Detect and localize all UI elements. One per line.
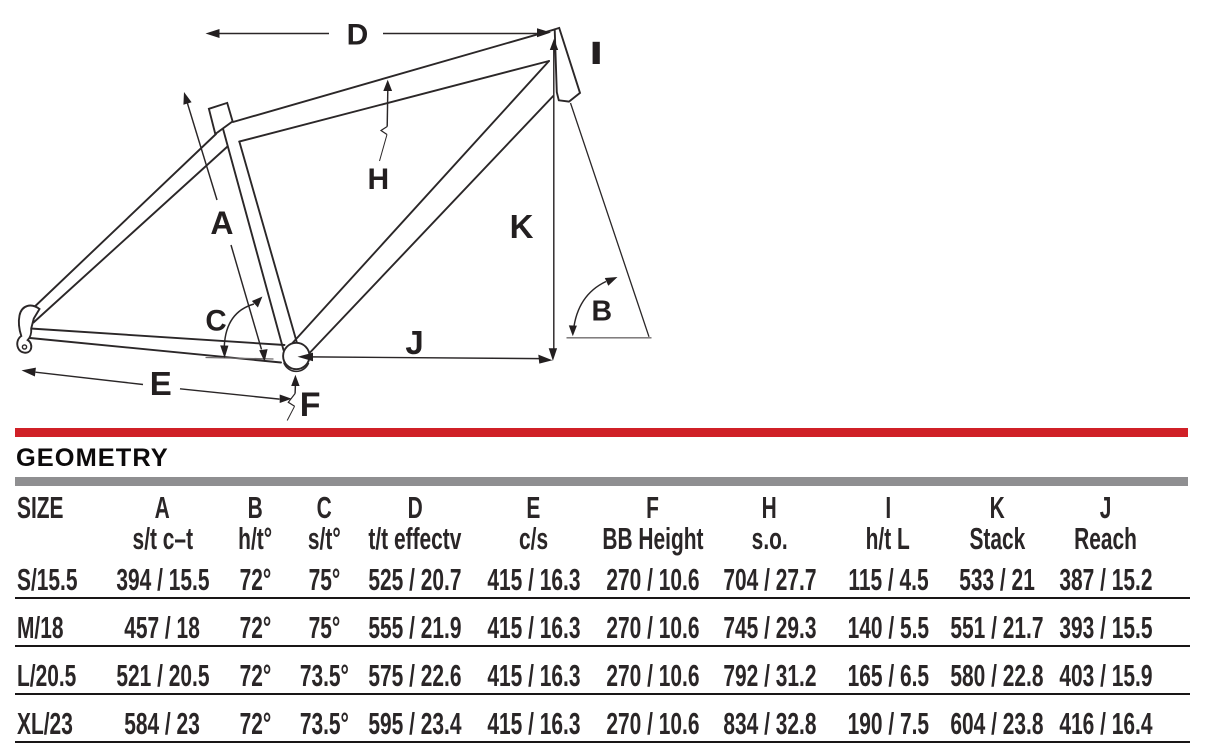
svg-text:J: J [405,324,423,361]
svg-text:H: H [367,163,389,196]
svg-text:E: E [150,365,172,402]
svg-text:C: C [205,304,226,337]
svg-text:B: B [592,295,613,327]
svg-text:A: A [210,205,233,241]
svg-text:F: F [300,386,321,424]
svg-text:D: D [347,19,369,52]
svg-text:K: K [510,208,534,245]
